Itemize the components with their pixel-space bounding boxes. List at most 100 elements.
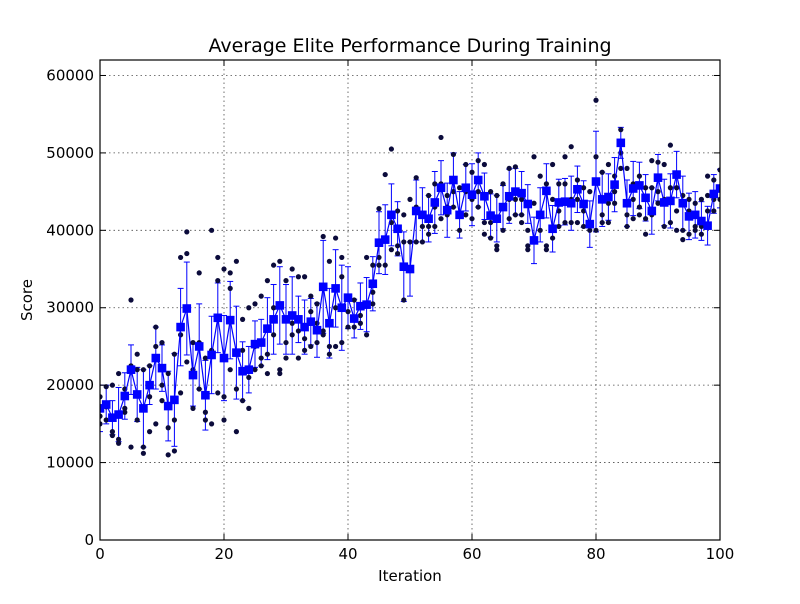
elite-point [308,343,314,350]
series-marker [442,205,452,215]
series-marker [114,410,123,419]
elite-point [711,177,717,183]
elite-point [667,185,674,191]
series-marker [132,390,142,399]
x-tick-label: 80 [586,545,605,563]
elite-point [100,394,103,400]
elite-point [109,432,115,439]
series-marker [529,236,539,245]
elite-point [419,223,425,230]
series-marker [219,353,229,363]
elite-point [717,167,720,173]
elite-point [630,216,636,222]
elite-point [171,417,177,423]
elite-point [357,312,363,319]
series-marker [473,175,483,185]
series-marker [616,138,626,148]
elite-point [221,266,227,272]
elite-point [500,227,506,233]
elite-point [692,223,698,230]
series-marker [424,214,433,224]
series-marker [449,175,458,185]
chart-title: Average Elite Performance During Trainin… [208,35,611,57]
series-marker [641,193,650,203]
elite-point [450,151,456,158]
elite-point [574,219,581,226]
series-marker [145,380,154,390]
series-marker [306,317,316,326]
elite-point [289,332,295,338]
series-marker [368,279,378,289]
elite-point [581,185,587,191]
elite-point [209,421,215,427]
elite-point [227,285,233,291]
series-marker [269,315,278,324]
elite-point [283,339,289,346]
series-marker [194,342,204,351]
series-marker [666,196,675,206]
elite-point [506,216,512,222]
elite-point [519,212,525,218]
elite-point [258,293,264,299]
series-marker [325,318,334,328]
series-marker [182,304,192,313]
elite-point [593,97,599,103]
series-marker [467,190,477,200]
elite-point [339,339,345,346]
elite-point [698,196,705,202]
grid-lines [100,60,720,540]
elite-point [246,374,252,381]
series-marker [380,235,390,244]
elite-point [463,212,469,218]
series-marker [263,324,272,333]
elite-point [537,173,543,179]
elite-point [202,417,208,423]
elite-point [667,219,674,226]
elite-point [103,417,109,423]
elite-point [556,223,562,230]
elite-point [116,370,122,377]
elite-point [196,270,202,276]
elite-point [357,320,363,326]
elite-point [655,189,661,195]
elite-point [450,204,456,210]
elite-point [165,425,171,431]
elite-point [178,390,184,396]
elite-point [426,192,432,199]
series-marker [573,184,582,194]
elite-point [680,237,686,243]
series-marker [461,183,471,193]
series-marker [455,210,464,220]
elite-point [407,239,413,245]
series-marker [566,198,576,208]
elite-point [419,239,425,245]
elite-point [667,142,674,148]
series-marker [498,202,508,212]
series-marker [523,199,533,209]
elite-point [159,398,165,404]
elite-point [277,258,283,264]
elite-point [314,339,320,346]
elite-point [531,200,537,206]
plot-frame [99,59,721,541]
elite-point [624,223,630,230]
elite-point [140,450,146,456]
x-tick-label: 20 [214,545,233,563]
elite-point [413,175,419,181]
elite-point [376,262,382,268]
elite-point [574,196,581,202]
elite-point [295,328,301,334]
elite-point [475,158,481,164]
elite-point [543,181,550,187]
series-marker [678,198,688,208]
series-marker [349,314,359,323]
elite-point [233,429,239,435]
elite-point [227,270,233,276]
elite-point [100,421,103,427]
elite-point [171,448,177,454]
elite-point [147,363,153,369]
series-marker [157,363,167,373]
elite-point [562,181,568,187]
series-marker [312,325,322,335]
series-marker [176,322,185,332]
